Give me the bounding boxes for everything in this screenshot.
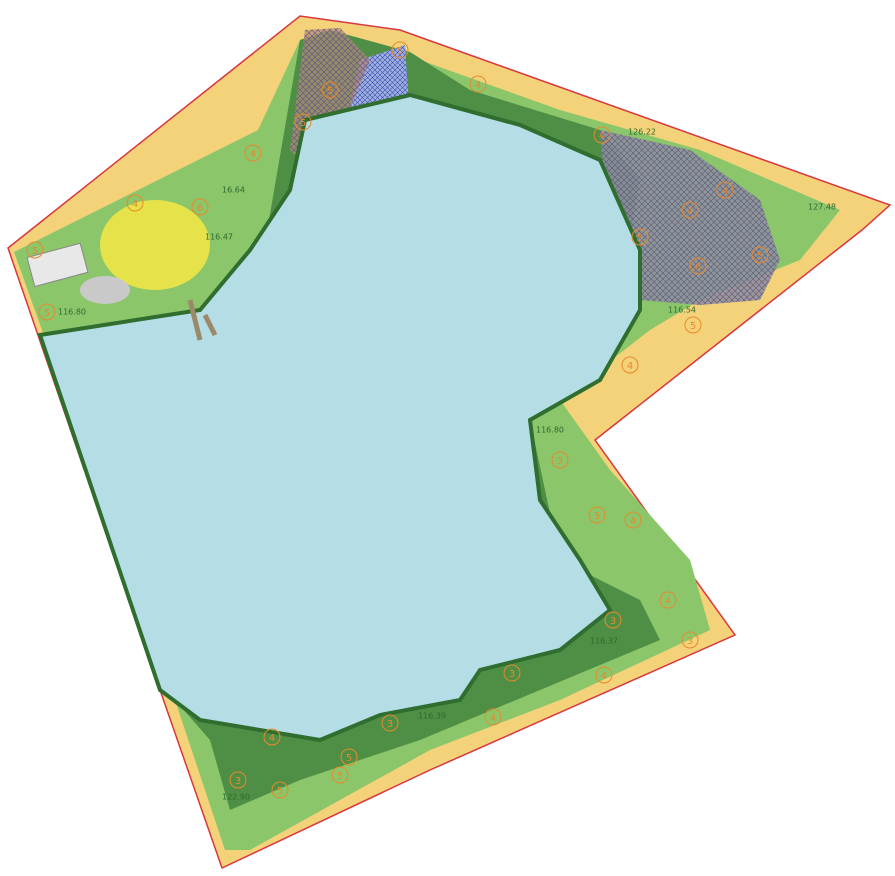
zone-number: 4 bbox=[687, 206, 693, 217]
zone-number: 4 bbox=[599, 131, 605, 142]
zone-marker bbox=[263, 728, 281, 746]
zone-marker bbox=[716, 181, 734, 199]
elevation-label: 116.39 bbox=[418, 712, 446, 721]
zone-number: 5 bbox=[397, 46, 403, 57]
zone-number: 4 bbox=[630, 516, 636, 527]
zone-marker bbox=[191, 198, 209, 216]
zone-number: 5 bbox=[346, 753, 352, 764]
zone-number: 5 bbox=[637, 233, 643, 244]
zone-marker bbox=[391, 41, 409, 59]
zone-marker bbox=[381, 714, 399, 732]
playground bbox=[100, 200, 210, 290]
zone-number: 3 bbox=[687, 636, 693, 647]
elevation-label: 122.90 bbox=[222, 793, 250, 802]
zone-number: 5 bbox=[32, 246, 38, 257]
zone-marker bbox=[229, 771, 247, 789]
elevation-label: 16.64 bbox=[222, 186, 245, 195]
elevation-label: 116.37 bbox=[590, 637, 618, 646]
zone-number: 3 bbox=[557, 456, 563, 467]
zone-number: 5 bbox=[300, 118, 306, 129]
elevation-label: 116.47 bbox=[205, 233, 233, 242]
elevation-label: 126.22 bbox=[628, 128, 656, 137]
zone-number: 4 bbox=[601, 671, 607, 682]
zone-number: 3 bbox=[610, 616, 616, 627]
zone-marker bbox=[631, 228, 649, 246]
zone-marker bbox=[503, 664, 521, 682]
zone-marker bbox=[659, 591, 677, 609]
zone-marker bbox=[595, 666, 613, 684]
zone-marker bbox=[294, 113, 312, 131]
elevation-label: 116.80 bbox=[58, 308, 86, 317]
zone-marker bbox=[321, 81, 339, 99]
zone-number: 5 bbox=[327, 86, 333, 97]
zone-marker bbox=[244, 144, 262, 162]
elevation-label: 116.80 bbox=[536, 426, 564, 435]
zone-number: 5 bbox=[690, 321, 696, 332]
lake bbox=[37, 92, 642, 743]
zone-marker bbox=[340, 748, 358, 766]
zone-number: 4 bbox=[475, 80, 481, 91]
zone-marker bbox=[26, 241, 44, 259]
zone-number: 6 bbox=[695, 262, 701, 273]
zone-number: 5 bbox=[594, 511, 600, 522]
zone-marker bbox=[681, 201, 699, 219]
zone-number: 3 bbox=[509, 669, 515, 680]
elevation-label: 127.48 bbox=[808, 203, 836, 212]
elevation-label: 116.54 bbox=[668, 306, 696, 315]
zone-marker bbox=[126, 194, 144, 212]
zone-marker bbox=[469, 75, 487, 93]
zone-number: 5 bbox=[757, 251, 763, 262]
zone-marker bbox=[689, 257, 707, 275]
zone-marker bbox=[684, 316, 702, 334]
zone-number: 4 bbox=[250, 149, 256, 160]
zone-marker bbox=[621, 356, 639, 374]
zone-number: 5 bbox=[44, 308, 50, 319]
plaza bbox=[80, 276, 130, 304]
zone-number: 4 bbox=[132, 199, 138, 210]
zone-number: 3 bbox=[387, 719, 393, 730]
zone-number: 4 bbox=[490, 713, 496, 724]
zone-marker bbox=[484, 708, 502, 726]
zone-marker bbox=[593, 126, 611, 144]
zone-number: 4 bbox=[627, 361, 633, 372]
zone-marker bbox=[38, 303, 56, 321]
zone-marker bbox=[271, 781, 289, 799]
zone-number: 4 bbox=[722, 186, 728, 197]
zone-number: 6 bbox=[197, 203, 203, 214]
zone-marker bbox=[681, 631, 699, 649]
zone-marker bbox=[604, 611, 622, 629]
zone-number: 4 bbox=[269, 733, 275, 744]
zone-marker bbox=[624, 511, 642, 529]
zone-marker bbox=[331, 766, 349, 784]
zone-number: 3 bbox=[235, 776, 241, 787]
zone-number: 5 bbox=[337, 771, 343, 782]
zone-marker bbox=[551, 451, 569, 469]
zone-number: 4 bbox=[665, 596, 671, 607]
zone-marker bbox=[751, 246, 769, 264]
zone-marker bbox=[588, 506, 606, 524]
zone-number: 5 bbox=[277, 786, 283, 797]
pier bbox=[187, 299, 218, 341]
